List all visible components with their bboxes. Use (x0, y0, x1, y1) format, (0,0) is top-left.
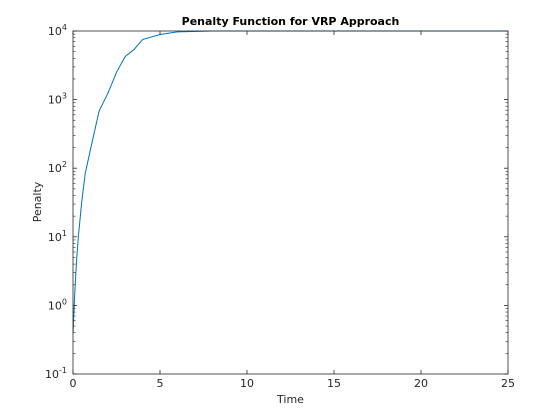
x-tick-label: 25 (501, 377, 515, 390)
y-tick-label: 100 (48, 297, 67, 312)
x-axis-label: Time (276, 393, 304, 406)
y-tick-label: 102 (48, 160, 67, 175)
y-tick-label: 10-1 (45, 366, 67, 381)
x-tick-label: 20 (414, 377, 428, 390)
y-tick-label: 104 (48, 23, 67, 38)
x-axis-ticks: 0 5 10 15 20 25 (70, 31, 515, 390)
x-tick-label: 15 (327, 377, 341, 390)
y-axis-label: Penalty (31, 181, 44, 222)
x-tick-label: 10 (240, 377, 254, 390)
chart-title: Penalty Function for VRP Approach (182, 15, 400, 28)
y-tick-label: 103 (48, 92, 67, 107)
plot-background (73, 31, 508, 374)
y-axis-ticks: 10-1 100 101 102 103 104 (45, 23, 508, 381)
plot-frame (72, 30, 509, 375)
y-tick-label: 101 (48, 229, 67, 244)
x-tick-label: 0 (70, 377, 77, 390)
x-tick-label: 5 (157, 377, 164, 390)
